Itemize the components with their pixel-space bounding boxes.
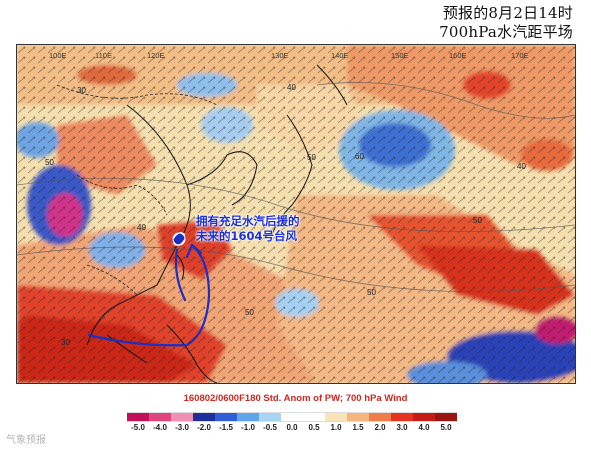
colorbar-tick-label: 3.0 xyxy=(396,423,408,432)
isotach-label: 60 xyxy=(355,152,364,161)
lon-label: 110E xyxy=(95,51,112,60)
colorbar-tick-label: -4.0 xyxy=(153,423,167,432)
borders xyxy=(56,84,218,296)
colorbar-tick-label: -1.5 xyxy=(219,423,233,432)
colorbar-segment xyxy=(391,412,413,422)
colorbar-tick-label: -5.0 xyxy=(131,423,145,432)
colorbar-tick-label: 1.0 xyxy=(330,423,342,432)
typhoon-annotation: 拥有充足水汽后援的 未来的1604号台风 xyxy=(196,214,300,243)
isotach-label: 50 xyxy=(45,158,54,167)
colorbar-tick-label: 4.0 xyxy=(418,423,430,432)
longitude-labels: 100E 110E 120E 130E 140E 150E 160E 170E xyxy=(49,51,529,60)
colorbar-tick-label: 1.5 xyxy=(352,423,364,432)
isotach-label: 50 xyxy=(473,216,482,225)
lon-label: 120E xyxy=(147,51,165,60)
colorbar xyxy=(127,412,457,422)
isotach-label: 50 xyxy=(367,288,376,297)
colorbar-segment xyxy=(325,412,347,422)
colorbar-segment xyxy=(237,412,259,422)
colorbar-tick-label: -3.0 xyxy=(175,423,189,432)
isotach-label: 50 xyxy=(307,153,316,162)
lon-label: 130E xyxy=(271,51,289,60)
colorbar-segment xyxy=(281,412,303,422)
moisture-path-arrow xyxy=(87,243,211,347)
lon-label: 140E xyxy=(331,51,349,60)
colorbar-segment xyxy=(127,412,149,422)
anomaly-map: 100E 110E 120E 130E 140E 150E 160E 170E … xyxy=(17,45,575,383)
colorbar-tick-label: 0.0 xyxy=(286,423,298,432)
contours xyxy=(17,82,575,293)
coastlines xyxy=(86,64,348,383)
map-caption: 160802/0600F180 Std. Anom of PW; 700 hPa… xyxy=(183,393,408,404)
isotach-label: 30 xyxy=(77,86,86,95)
isotach-label: 40 xyxy=(137,223,146,232)
watermark: 气象预报 xyxy=(6,435,46,446)
colorbar-segment xyxy=(149,412,171,422)
colorbar-labels: -5.0 -4.0 -3.0 -2.0 -1.5 -1.0 -0.5 0.0 0.5 1.0 1.5… xyxy=(127,423,467,435)
lon-label: 150E xyxy=(391,51,409,60)
colorbar-segment xyxy=(259,412,281,422)
title-line-field: 700hPa水汽距平场 xyxy=(439,23,573,41)
colorbar-tick-label: 0.5 xyxy=(308,423,320,432)
colorbar-segment xyxy=(347,412,369,422)
isotach-label: 40 xyxy=(287,83,296,92)
isotach-labels: 30 50 40 50 60 50 40 50 30 50 40 xyxy=(45,83,526,347)
typhoon-marker xyxy=(172,232,186,246)
colorbar-tick-label: -0.5 xyxy=(263,423,277,432)
colorbar-segment xyxy=(303,412,325,422)
colorbar-segment xyxy=(193,412,215,422)
wind-barbs xyxy=(17,45,575,383)
colorbar-tick-label: -1.0 xyxy=(241,423,255,432)
colorbar-segment xyxy=(215,412,237,422)
lon-label: 100E xyxy=(49,51,67,60)
isotach-label: 50 xyxy=(245,308,254,317)
map-panel: 100E 110E 120E 130E 140E 150E 160E 170E … xyxy=(16,44,576,384)
colorbar-segment xyxy=(171,412,193,422)
lon-label: 160E xyxy=(449,51,467,60)
lon-label: 170E xyxy=(511,51,529,60)
isotach-label: 30 xyxy=(61,338,70,347)
title-line-date: 预报的8月2日14时 xyxy=(442,4,573,22)
isotach-label: 40 xyxy=(517,162,526,171)
colorbar-segment xyxy=(413,412,435,422)
colorbar-tick-label: 2.0 xyxy=(374,423,386,432)
figure-title: 预报的8月2日14时 700hPa水汽距平场 xyxy=(439,4,573,42)
colorbar-tick-label: -2.0 xyxy=(197,423,211,432)
colorbar-tick-label: 5.0 xyxy=(440,423,452,432)
colorbar-segment xyxy=(435,412,457,422)
colorbar-segment xyxy=(369,412,391,422)
